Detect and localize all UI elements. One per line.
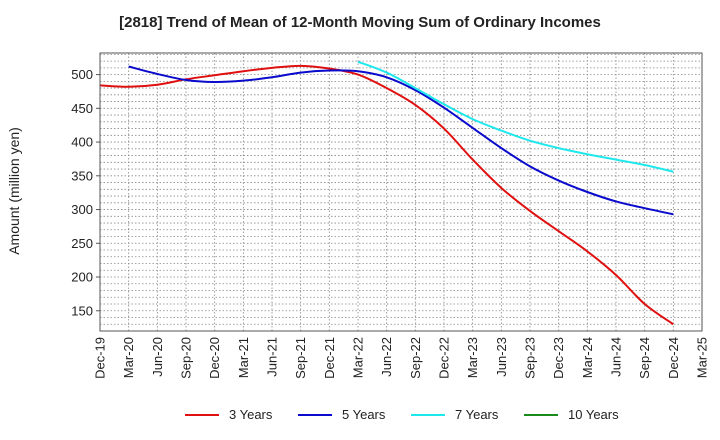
legend-swatch-5-years <box>298 414 332 416</box>
y-tick-label: 350 <box>71 168 93 183</box>
x-tick-label: Mar-25 <box>695 337 710 378</box>
legend: 3 Years 5 Years 7 Years 10 Years <box>0 405 720 425</box>
x-tick-label: Jun-20 <box>150 337 165 377</box>
x-tick-label: Mar-24 <box>580 337 595 378</box>
grid-layer <box>99 53 703 332</box>
x-tick-label: Sep-23 <box>523 337 538 379</box>
x-tick-label: Sep-24 <box>637 337 652 379</box>
series-line-7-years <box>357 60 674 173</box>
legend-label-7-years: 7 Years <box>455 407 499 422</box>
x-tick-label: Mar-23 <box>465 337 480 378</box>
y-tick-labels: 150 200 250 300 350 400 450 500 <box>71 67 100 318</box>
y-tick-label: 500 <box>71 67 93 82</box>
legend-swatch-3-years <box>185 414 219 416</box>
x-tick-label: Dec-21 <box>322 337 337 379</box>
y-tick-label: 450 <box>71 101 93 116</box>
legend-label-10-years: 10 Years <box>568 407 619 422</box>
x-tick-label: Sep-22 <box>408 337 423 379</box>
plot-frame <box>99 52 703 332</box>
y-tick-label: 200 <box>71 270 93 285</box>
x-tick-labels: Dec-19 Mar-20 Jun-20 Sep-20 Dec-20 Mar-21 Jun-… <box>93 337 710 379</box>
y-tick-label: 250 <box>71 236 93 251</box>
x-tick-label: Jun-23 <box>494 337 509 377</box>
lines-layer <box>99 60 674 326</box>
x-tick-label: Sep-21 <box>293 337 308 379</box>
x-tick-label: Dec-19 <box>93 337 108 379</box>
x-tick-label: Dec-24 <box>666 337 681 379</box>
x-tick-label: Dec-23 <box>551 337 566 379</box>
x-tick-label: Jun-24 <box>609 337 624 377</box>
y-tick-label: 300 <box>71 202 93 217</box>
y-axis-label: Amount (million yen) <box>6 127 22 255</box>
x-tick-label: Jun-21 <box>265 337 280 377</box>
legend-label-3-years: 3 Years <box>229 407 273 422</box>
x-tick-label: Sep-20 <box>179 337 194 379</box>
legend-swatch-10-years <box>524 414 558 416</box>
x-tick-label: Dec-20 <box>207 337 222 379</box>
legend-label-5-years: 5 Years <box>342 407 386 422</box>
y-tick-label: 150 <box>71 303 93 318</box>
legend-swatch-7-years <box>411 414 445 416</box>
chart-title: [2818] Trend of Mean of 12-Month Moving … <box>119 14 601 31</box>
x-tick-label: Mar-22 <box>351 337 366 378</box>
series-line-5-years <box>128 65 674 216</box>
x-tick-label: Jun-22 <box>379 337 394 377</box>
x-tick-label: Mar-21 <box>236 337 251 378</box>
y-tick-label: 400 <box>71 135 93 150</box>
series-line-3-years <box>99 64 674 326</box>
x-tick-label: Dec-22 <box>437 337 452 379</box>
x-tick-label: Mar-20 <box>121 337 136 378</box>
